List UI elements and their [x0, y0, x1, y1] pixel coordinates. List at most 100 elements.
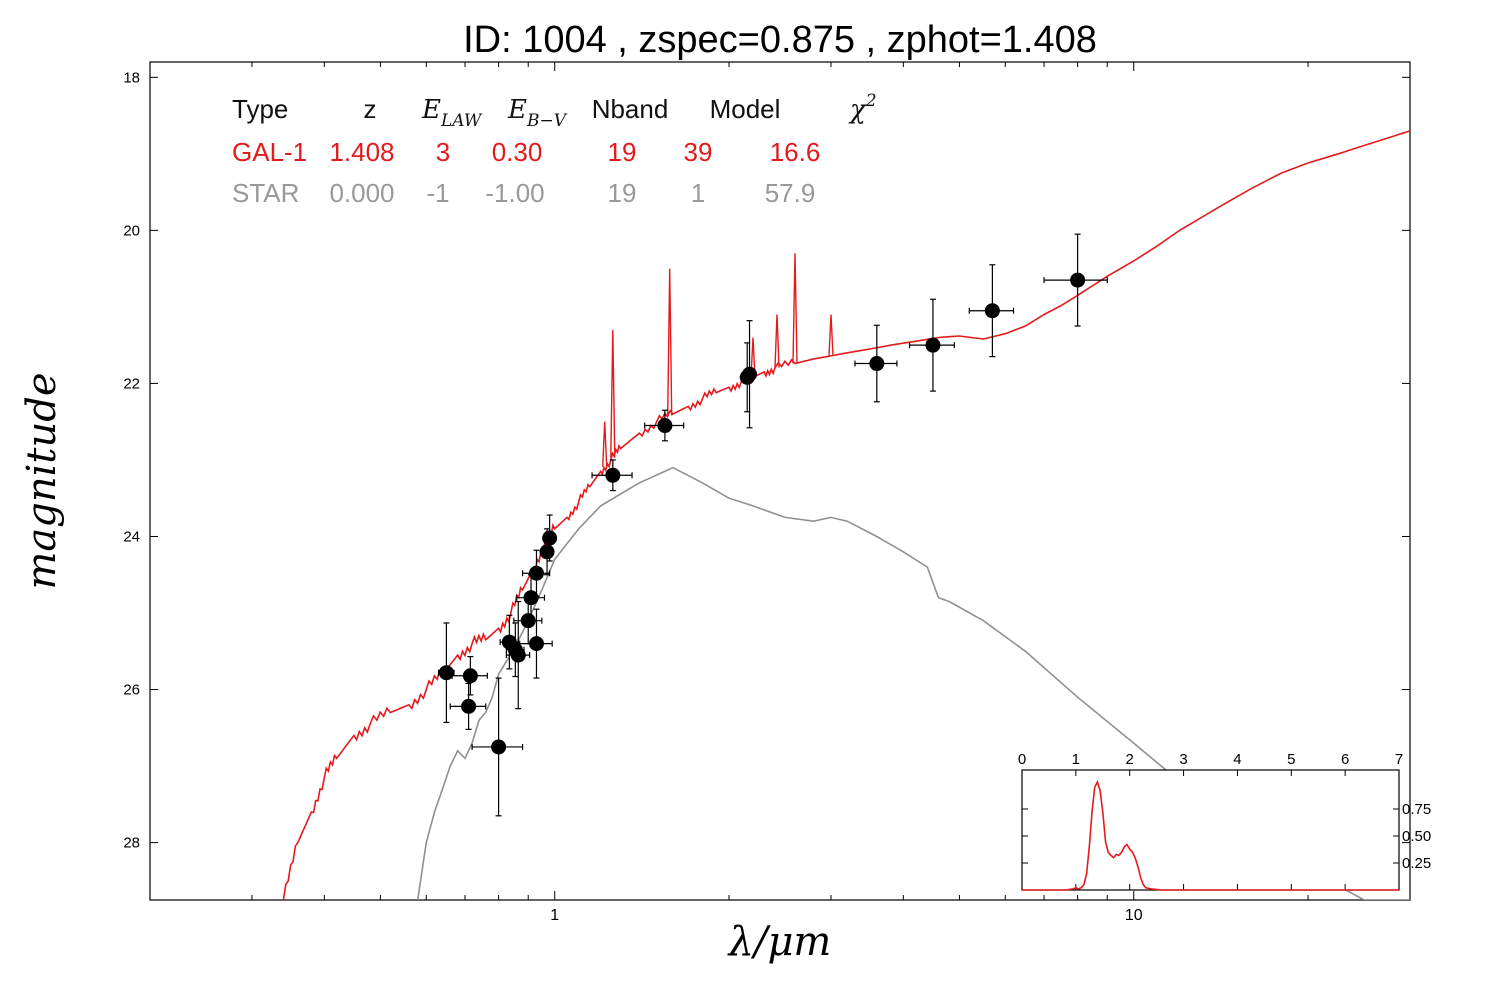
- data-point: [984, 303, 1000, 319]
- header-ebv: EB−V: [507, 95, 568, 131]
- photometry-point: [519, 608, 553, 679]
- data-point: [925, 337, 941, 353]
- photometry-point: [854, 324, 898, 403]
- photometry-point: [742, 320, 758, 429]
- inset-x-tick-label: 2: [1126, 751, 1134, 768]
- emission-line: [610, 329, 616, 458]
- inset-x-tick-label: 0: [1018, 751, 1026, 768]
- row-star-type: STAR: [232, 178, 299, 208]
- header-elaw-sub: LAW: [440, 111, 483, 131]
- emission-line: [828, 314, 834, 356]
- data-point: [523, 590, 539, 606]
- row-star-elaw: -1: [426, 178, 449, 208]
- plot-title: ID: 1004 , zspec=0.875 , zphot=1.408: [463, 19, 1097, 61]
- photometry-point: [591, 459, 633, 492]
- header-ebv-main: E: [507, 95, 527, 125]
- inset-frame: [1021, 769, 1400, 891]
- photometry-points: [437, 233, 1108, 817]
- x-axis-label: λ/μm: [727, 919, 832, 965]
- row-star-model: 1: [691, 178, 705, 208]
- inset-x-tick-label: 3: [1179, 751, 1187, 768]
- photometry-point: [449, 682, 487, 730]
- data-point: [539, 544, 555, 560]
- data-point: [1070, 272, 1086, 288]
- x-axis-ticks: 1 10: [149, 62, 1411, 924]
- row-star-chi2: 57.9: [765, 178, 816, 208]
- data-point: [462, 668, 478, 684]
- row-star-ebv: -1.00: [485, 178, 544, 208]
- inset-x-tick-label: 1: [1072, 751, 1080, 768]
- inset-x-tick-label: 7: [1395, 751, 1403, 768]
- y-tick-label: 18: [123, 69, 140, 86]
- y-tick-label: 26: [123, 682, 140, 699]
- y-tick-label: 20: [123, 222, 140, 239]
- photometry-point: [644, 409, 685, 442]
- x-tick-label: 1: [550, 907, 559, 924]
- header-chi2-main: χ: [848, 95, 868, 125]
- plot-frame: [149, 61, 1411, 901]
- photometry-point: [968, 264, 1015, 358]
- header-chi2-sup: 2: [865, 91, 877, 111]
- emission-line: [602, 421, 608, 467]
- row-gal-z: 1.408: [329, 137, 394, 167]
- fit-table: Type z ELAW EB−V Nband Model χ2 GAL-1 1.…: [232, 91, 877, 208]
- data-point: [491, 739, 507, 755]
- photometry-point: [542, 514, 558, 562]
- data-point: [657, 418, 673, 434]
- y-axis-label: magnitude: [19, 372, 65, 589]
- data-point: [438, 665, 454, 681]
- photometry-point: [521, 549, 551, 597]
- row-gal-model: 39: [684, 137, 713, 167]
- header-model: Model: [710, 94, 781, 124]
- inset-y-tick-label: 0.50: [1402, 828, 1431, 845]
- photometry-point: [437, 622, 455, 724]
- x-tick-label: 10: [1125, 907, 1143, 924]
- photometry-point: [451, 656, 488, 696]
- inset-y-tick-label: 0.25: [1402, 855, 1431, 872]
- inset-x-tick-label: 4: [1233, 751, 1241, 768]
- inset-y-tick-label: 0.75: [1402, 801, 1431, 818]
- row-star-nband: 19: [608, 178, 637, 208]
- row-gal-type: GAL-1: [232, 137, 307, 167]
- header-z: z: [364, 94, 377, 124]
- header-type: Type: [232, 94, 288, 124]
- inset-series: [1022, 779, 1399, 891]
- header-elaw-main: E: [421, 95, 441, 125]
- inset-y-ticks: 0.25 0.50 0.75: [1022, 801, 1431, 872]
- table-row-star: STAR 0.000 -1 -1.00 19 1 57.9: [232, 178, 815, 208]
- data-point: [510, 647, 526, 663]
- inset-x-tick-label: 6: [1341, 751, 1349, 768]
- photometry-point: [471, 677, 524, 817]
- row-gal-nband: 19: [608, 137, 637, 167]
- star-template-line: [416, 466, 1410, 900]
- emission-line: [667, 268, 673, 416]
- header-nband: Nband: [592, 94, 669, 124]
- table-row-galaxy: GAL-1 1.408 3 0.30 19 39 16.6: [232, 137, 820, 167]
- inset-x-tick-label: 5: [1287, 751, 1295, 768]
- photometry-point: [505, 600, 531, 710]
- row-gal-chi2: 16.6: [770, 137, 821, 167]
- row-star-z: 0.000: [329, 178, 394, 208]
- header-ebv-sub: B−V: [526, 111, 568, 131]
- row-gal-ebv: 0.30: [492, 137, 543, 167]
- series-layer: [282, 130, 1410, 900]
- header-chi2: χ2: [848, 91, 877, 125]
- data-point: [605, 467, 621, 483]
- data-point: [528, 565, 544, 581]
- data-point: [528, 636, 544, 652]
- pdf-inset: 0 1 2 3 4 5 6 7 0.25 0.50 0.75: [1018, 751, 1431, 891]
- photometry-point: [1043, 233, 1108, 327]
- header-elaw: ELAW: [421, 95, 483, 131]
- pdf-line: [1022, 779, 1399, 891]
- emission-line: [792, 253, 798, 364]
- y-tick-label: 22: [123, 375, 140, 392]
- data-point: [542, 530, 558, 546]
- inset-x-ticks: 0 1 2 3 4 5 6 7: [1018, 751, 1403, 890]
- y-tick-label: 24: [123, 528, 140, 545]
- y-tick-label: 28: [123, 835, 140, 852]
- galaxy-template-line: [282, 130, 1410, 900]
- emission-line: [774, 314, 780, 368]
- data-point: [742, 366, 758, 382]
- emission-line: [750, 337, 756, 378]
